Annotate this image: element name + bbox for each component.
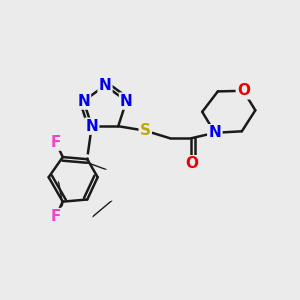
Text: N: N	[99, 78, 111, 93]
Text: O: O	[237, 83, 250, 98]
Text: N: N	[208, 125, 221, 140]
Text: F: F	[51, 209, 61, 224]
Text: S: S	[140, 123, 151, 138]
Text: N: N	[208, 125, 221, 140]
Text: N: N	[120, 94, 133, 109]
Text: F: F	[51, 135, 61, 150]
Text: N: N	[85, 119, 98, 134]
Text: O: O	[185, 156, 198, 171]
Text: N: N	[77, 94, 90, 109]
